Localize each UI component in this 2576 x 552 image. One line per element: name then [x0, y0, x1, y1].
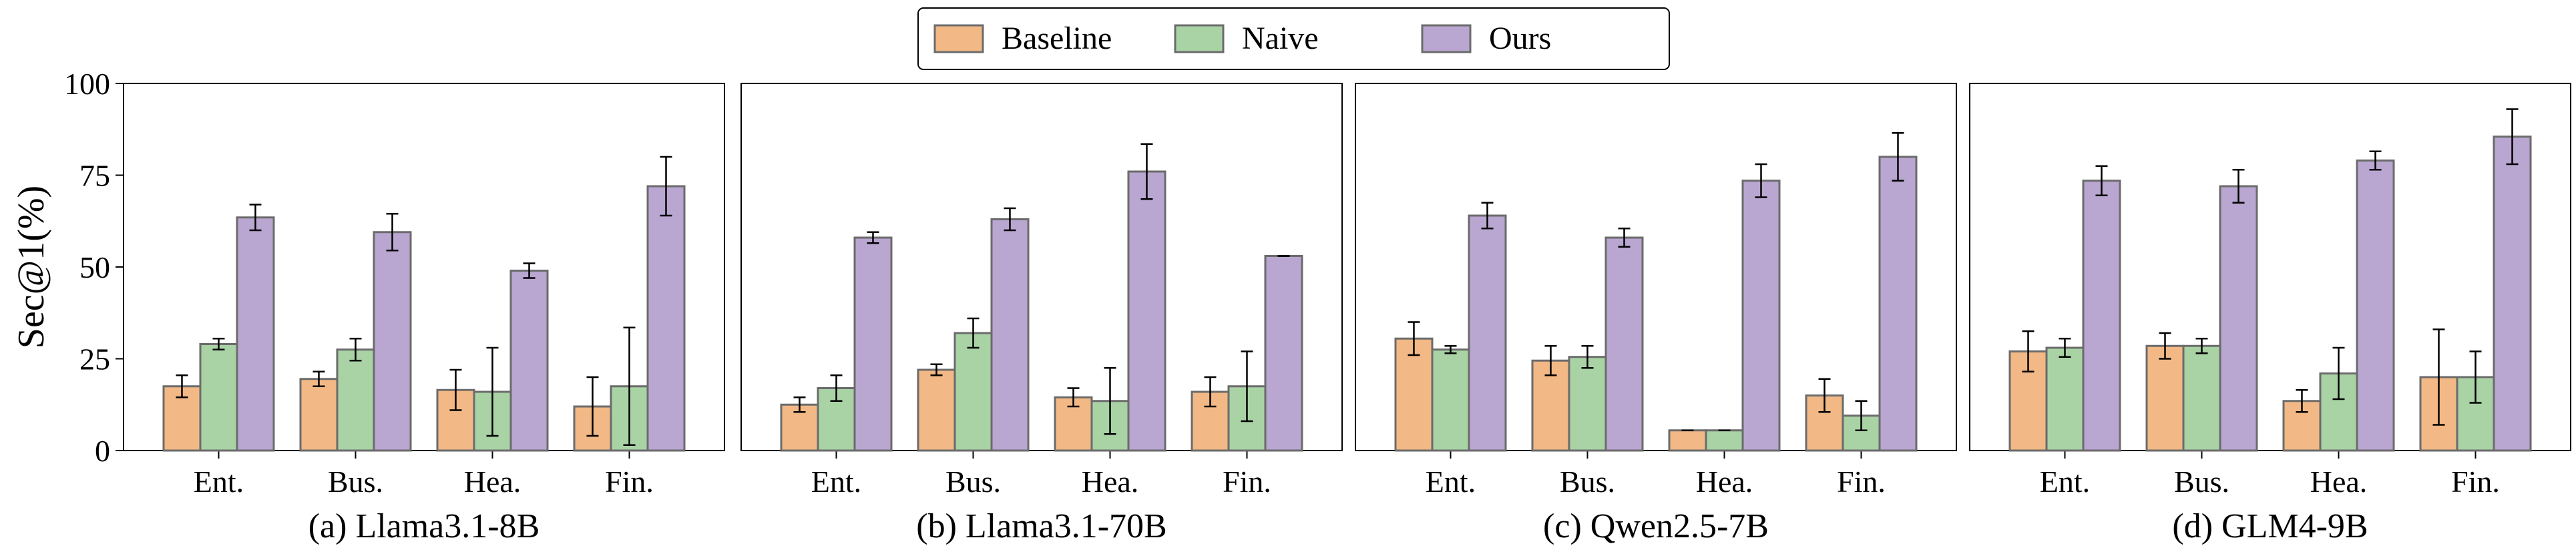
x-tick-label: Ent. — [2040, 465, 2090, 499]
bar-ours — [1264, 255, 1303, 452]
y-tick-label: 50 — [79, 250, 110, 284]
bar-baseline — [1668, 429, 1707, 452]
bar-naive — [1431, 348, 1470, 452]
panel-2: Ent. Bus. Hea. Fin. (b) Llama3.1-70B — [740, 83, 1343, 545]
bar-ours — [1878, 156, 1918, 452]
x-tick-label: Hea. — [464, 465, 521, 499]
bar-baseline — [299, 378, 339, 452]
legend-label-naive: Naive — [1242, 21, 1319, 56]
panel-4: Ent. Bus. Hea. Fin. (d) GLM4-9B — [1969, 83, 2571, 545]
bar-naive — [2045, 346, 2085, 452]
bar-ours — [2356, 160, 2395, 452]
bar-ours — [990, 218, 1030, 452]
bar-ours — [853, 236, 893, 452]
x-tick-label: Hea. — [1082, 465, 1139, 499]
x-tick-label: Bus. — [328, 465, 383, 499]
bar-baseline — [2145, 344, 2185, 452]
x-tick-label: Hea. — [2310, 465, 2368, 499]
bar-ours — [2493, 135, 2532, 452]
x-tick-label: Hea. — [1696, 465, 1753, 499]
panel-frame — [1969, 83, 2571, 451]
bar-ours — [236, 216, 275, 452]
y-tick-label: 100 — [64, 67, 110, 101]
x-tick-label: Fin. — [1223, 465, 1271, 499]
bar-ours — [1604, 236, 1644, 452]
x-tick-label: Bus. — [945, 465, 1001, 499]
legend-swatch-ours — [1421, 24, 1472, 53]
subplot-title: (a) Llama3.1-8B — [308, 507, 540, 545]
y-tick-label: 25 — [79, 342, 110, 376]
legend-swatch-naive — [1174, 24, 1225, 53]
x-tick-label: Fin. — [605, 465, 654, 499]
bar-ours — [2082, 180, 2121, 452]
y-tick-label: 0 — [95, 434, 110, 468]
x-tick-label: Fin. — [1837, 465, 1886, 499]
bar-ours — [373, 231, 412, 452]
x-tick-label: Ent. — [1426, 465, 1476, 499]
panel-1: Ent. Bus. Hea. Fin. (a) Llama3.1-8B — [123, 83, 725, 545]
x-tick-label: Fin. — [2451, 465, 2500, 499]
bar-baseline — [917, 368, 956, 452]
legend-swatch-baseline — [933, 24, 984, 53]
bar-naive — [336, 348, 375, 452]
bar-naive — [1705, 429, 1744, 452]
panel-frame — [1355, 83, 1957, 451]
bar-ours — [509, 270, 549, 452]
bar-naive — [199, 343, 238, 452]
bar-naive — [2182, 344, 2221, 452]
panel-frame — [740, 83, 1343, 451]
bar-ours — [1741, 180, 1781, 452]
panel-frame — [123, 83, 725, 451]
panel-3: Ent. Bus. Hea. Fin. (c) Qwen2.5-7B — [1355, 83, 1957, 545]
subplot-title: (d) GLM4-9B — [2172, 507, 2368, 545]
legend: Baseline Naive Ours — [917, 7, 1670, 70]
legend-label-ours: Ours — [1489, 21, 1551, 56]
bar-ours — [2219, 185, 2258, 452]
x-tick-label: Bus. — [1560, 465, 1615, 499]
y-axis-label: Sec@1(%) — [11, 186, 52, 348]
bar-ours — [1468, 214, 1507, 452]
x-tick-label: Ent. — [194, 465, 244, 499]
subplot-title: (b) Llama3.1-70B — [916, 507, 1166, 545]
y-tick-label: 75 — [79, 159, 110, 193]
bar-ours — [1127, 170, 1166, 452]
bar-ours — [646, 185, 686, 452]
legend-label-baseline: Baseline — [1002, 21, 1112, 56]
x-tick-label: Ent. — [811, 465, 861, 499]
bar-naive — [1568, 356, 1607, 452]
x-tick-label: Bus. — [2174, 465, 2229, 499]
bar-naive — [953, 332, 993, 452]
legend-box — [917, 7, 1670, 70]
subplot-title: (c) Qwen2.5-7B — [1543, 507, 1769, 545]
